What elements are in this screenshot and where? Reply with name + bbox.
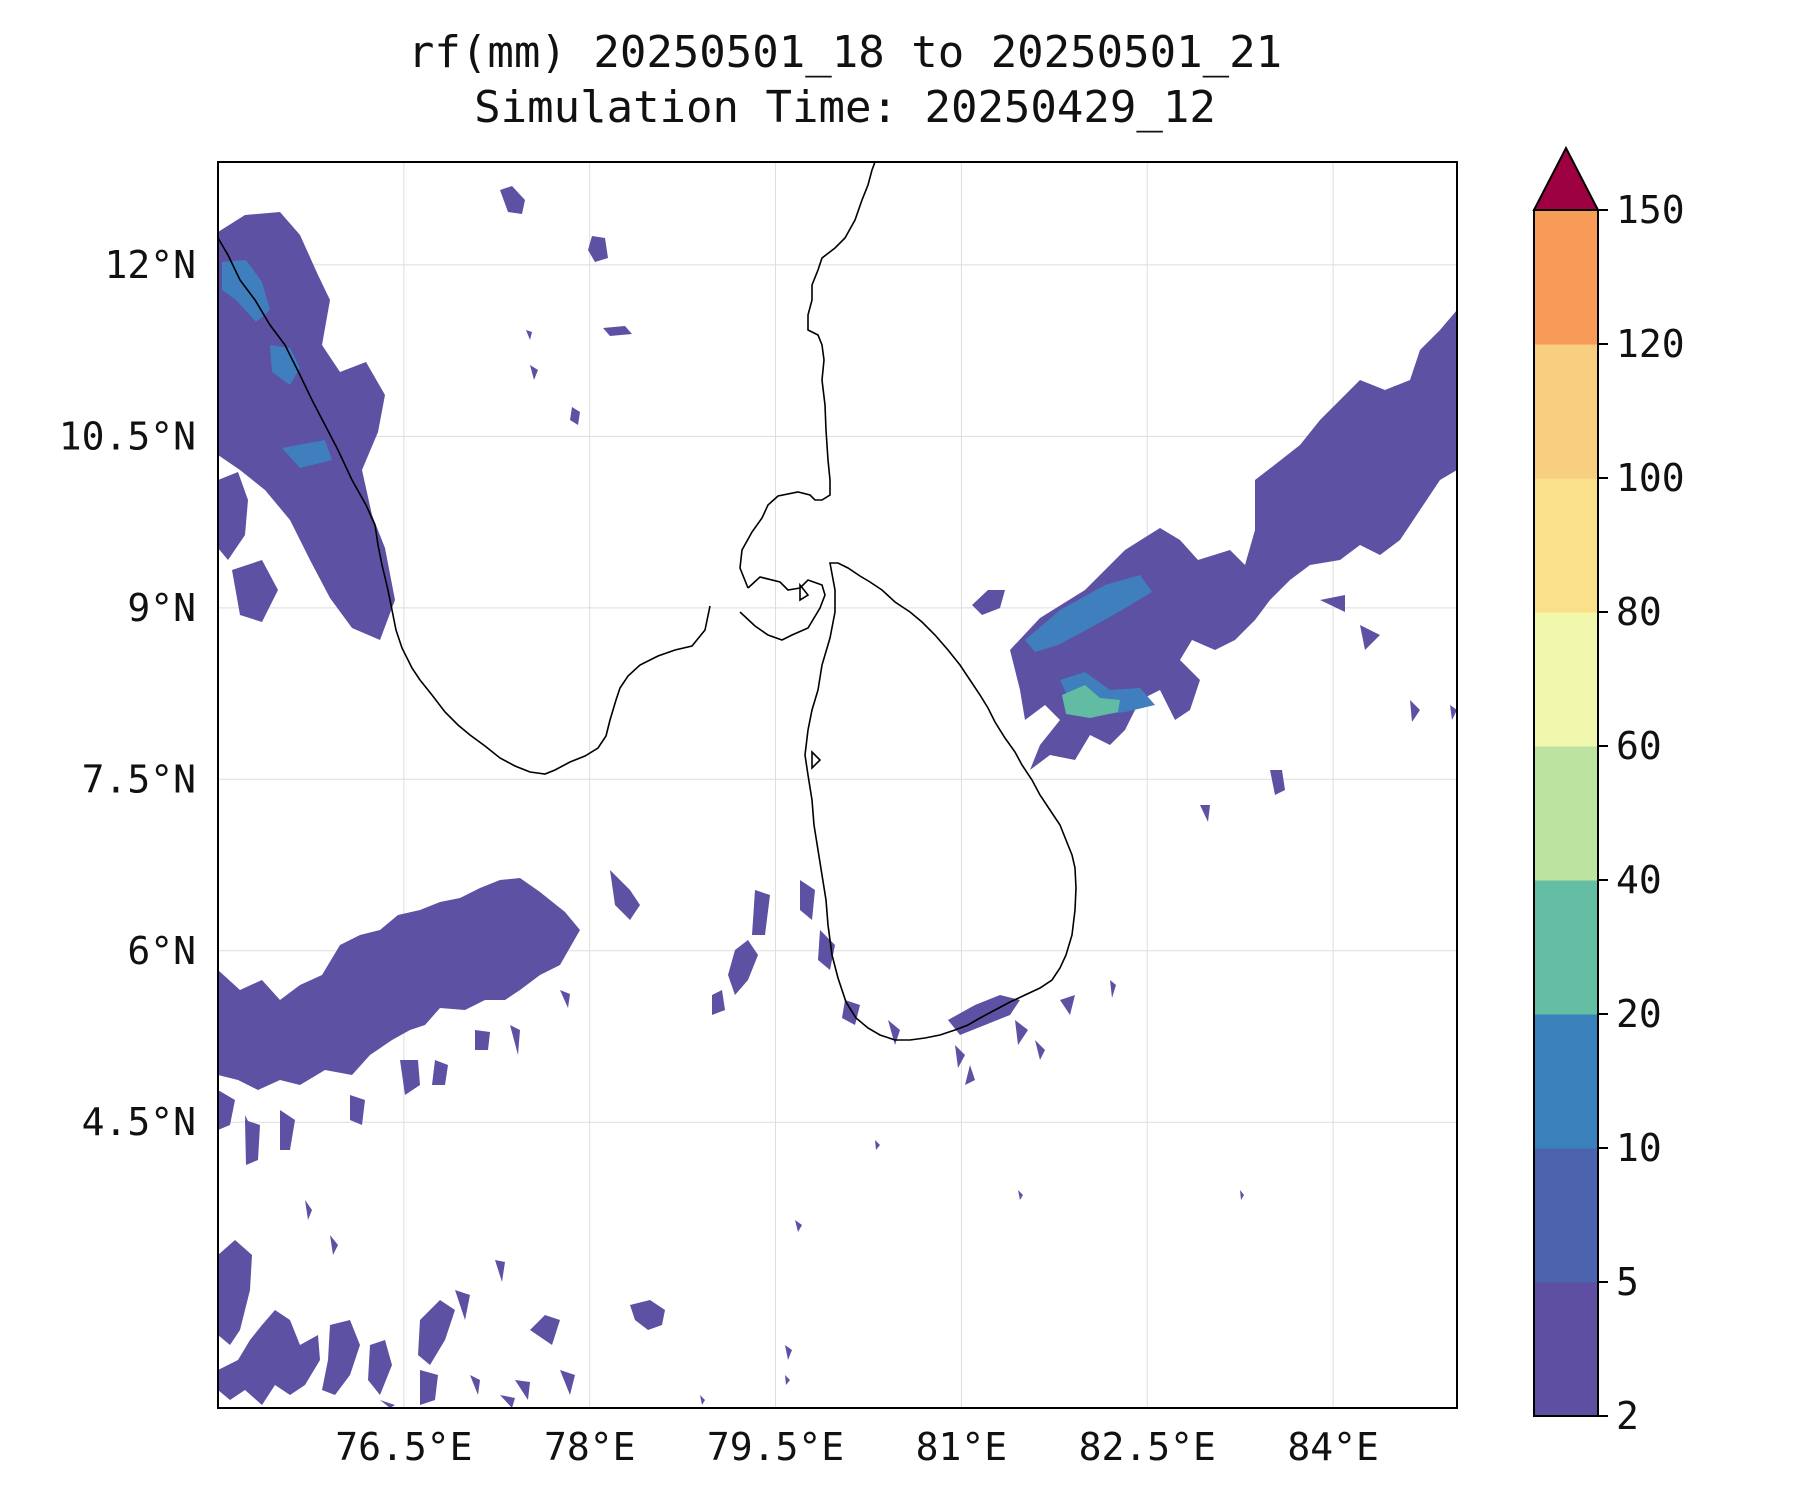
colorbar-tick-label: 2 [1616, 1394, 1639, 1438]
y-tick-label: 4.5°N [82, 1100, 196, 1144]
title-line-2: Simulation Time: 20250429_12 [474, 82, 1216, 133]
precip-region-west-coast [218, 212, 395, 640]
precip-region-west-coast-3 [222, 260, 332, 468]
colorbar-tick-label: 40 [1616, 858, 1662, 902]
colorbar-segment [1534, 1148, 1598, 1283]
colorbar-frame [1533, 209, 1599, 1417]
colorbar-tick-label: 10 [1616, 1126, 1662, 1170]
colorbar-tick-label: 120 [1616, 322, 1685, 366]
colorbar-tick-label: 60 [1616, 724, 1662, 768]
colorbar-ticks: 2 5 10 20 40 60 80 100 120 150 [1598, 188, 1685, 1438]
map-panel: 76.5°E 78°E 79.5°E 81°E 82.5°E 84°E 12°N 10.5°… [59, 161, 1458, 1469]
colorbar-tick-label: 5 [1616, 1260, 1639, 1304]
precipitation-field [218, 186, 1457, 1408]
precip-region-east-band [1010, 310, 1457, 770]
colorbar-segment [1534, 478, 1598, 613]
colorbar-tick-label: 150 [1616, 188, 1685, 232]
x-axis-ticks: 76.5°E 78°E 79.5°E 81°E 82.5°E 84°E [335, 1425, 1379, 1469]
y-tick-label: 6°N [127, 929, 196, 973]
coastline-india-east [739, 576, 826, 641]
y-tick-label: 12°N [104, 243, 196, 287]
colorbar-segment [1534, 612, 1598, 747]
x-tick-label: 84°E [1287, 1425, 1379, 1469]
coastline-sri-lanka [804, 562, 1077, 1041]
map-background [218, 162, 1457, 1408]
coastlines [217, 161, 1077, 1041]
y-tick-label: 10.5°N [59, 414, 196, 458]
colorbar-segment [1534, 1014, 1598, 1149]
precip-region-south-west [218, 1240, 665, 1408]
map-frame [217, 161, 1458, 1409]
coastline-india-west [217, 237, 421, 681]
coastline-small-island [799, 582, 822, 770]
title-line-1: rf(mm) 20250501_18 to 20250501_21 [408, 27, 1282, 78]
colorbar-segment [1534, 1282, 1598, 1417]
y-axis-ticks: 12°N 10.5°N 9°N 7.5°N 6°N 4.5°N [59, 243, 196, 1144]
colorbar-segment [1534, 344, 1598, 479]
coastline-india-south [419, 605, 711, 775]
colorbar-segments [1534, 210, 1598, 1417]
colorbar-tick-label: 100 [1616, 456, 1685, 500]
coastline-india-east-2 [739, 161, 876, 589]
x-tick-label: 82.5°E [1079, 1425, 1216, 1469]
colorbar-tick-label: 20 [1616, 992, 1662, 1036]
x-tick-label: 79.5°E [707, 1425, 844, 1469]
y-tick-label: 7.5°N [82, 757, 196, 801]
gridlines [218, 162, 1457, 1408]
y-tick-label: 9°N [127, 586, 196, 630]
colorbar-segment [1534, 210, 1598, 345]
x-tick-label: 78°E [544, 1425, 636, 1469]
precip-region-east-band-high [1062, 685, 1120, 718]
x-tick-label: 76.5°E [335, 1425, 472, 1469]
colorbar-segment [1534, 880, 1598, 1015]
precip-region-equatorial-band [218, 878, 580, 1090]
colorbar: 2 5 10 20 40 60 80 100 120 150 [1532, 145, 1685, 1438]
colorbar-tick-label: 80 [1616, 590, 1662, 634]
x-tick-label: 81°E [916, 1425, 1008, 1469]
colorbar-segment [1534, 746, 1598, 881]
precip-speck [500, 186, 632, 425]
precip-region-east-band-mid [1025, 575, 1155, 715]
colorbar-extend-arrow [1532, 145, 1600, 211]
precip-region-west-coast-2 [218, 472, 278, 622]
